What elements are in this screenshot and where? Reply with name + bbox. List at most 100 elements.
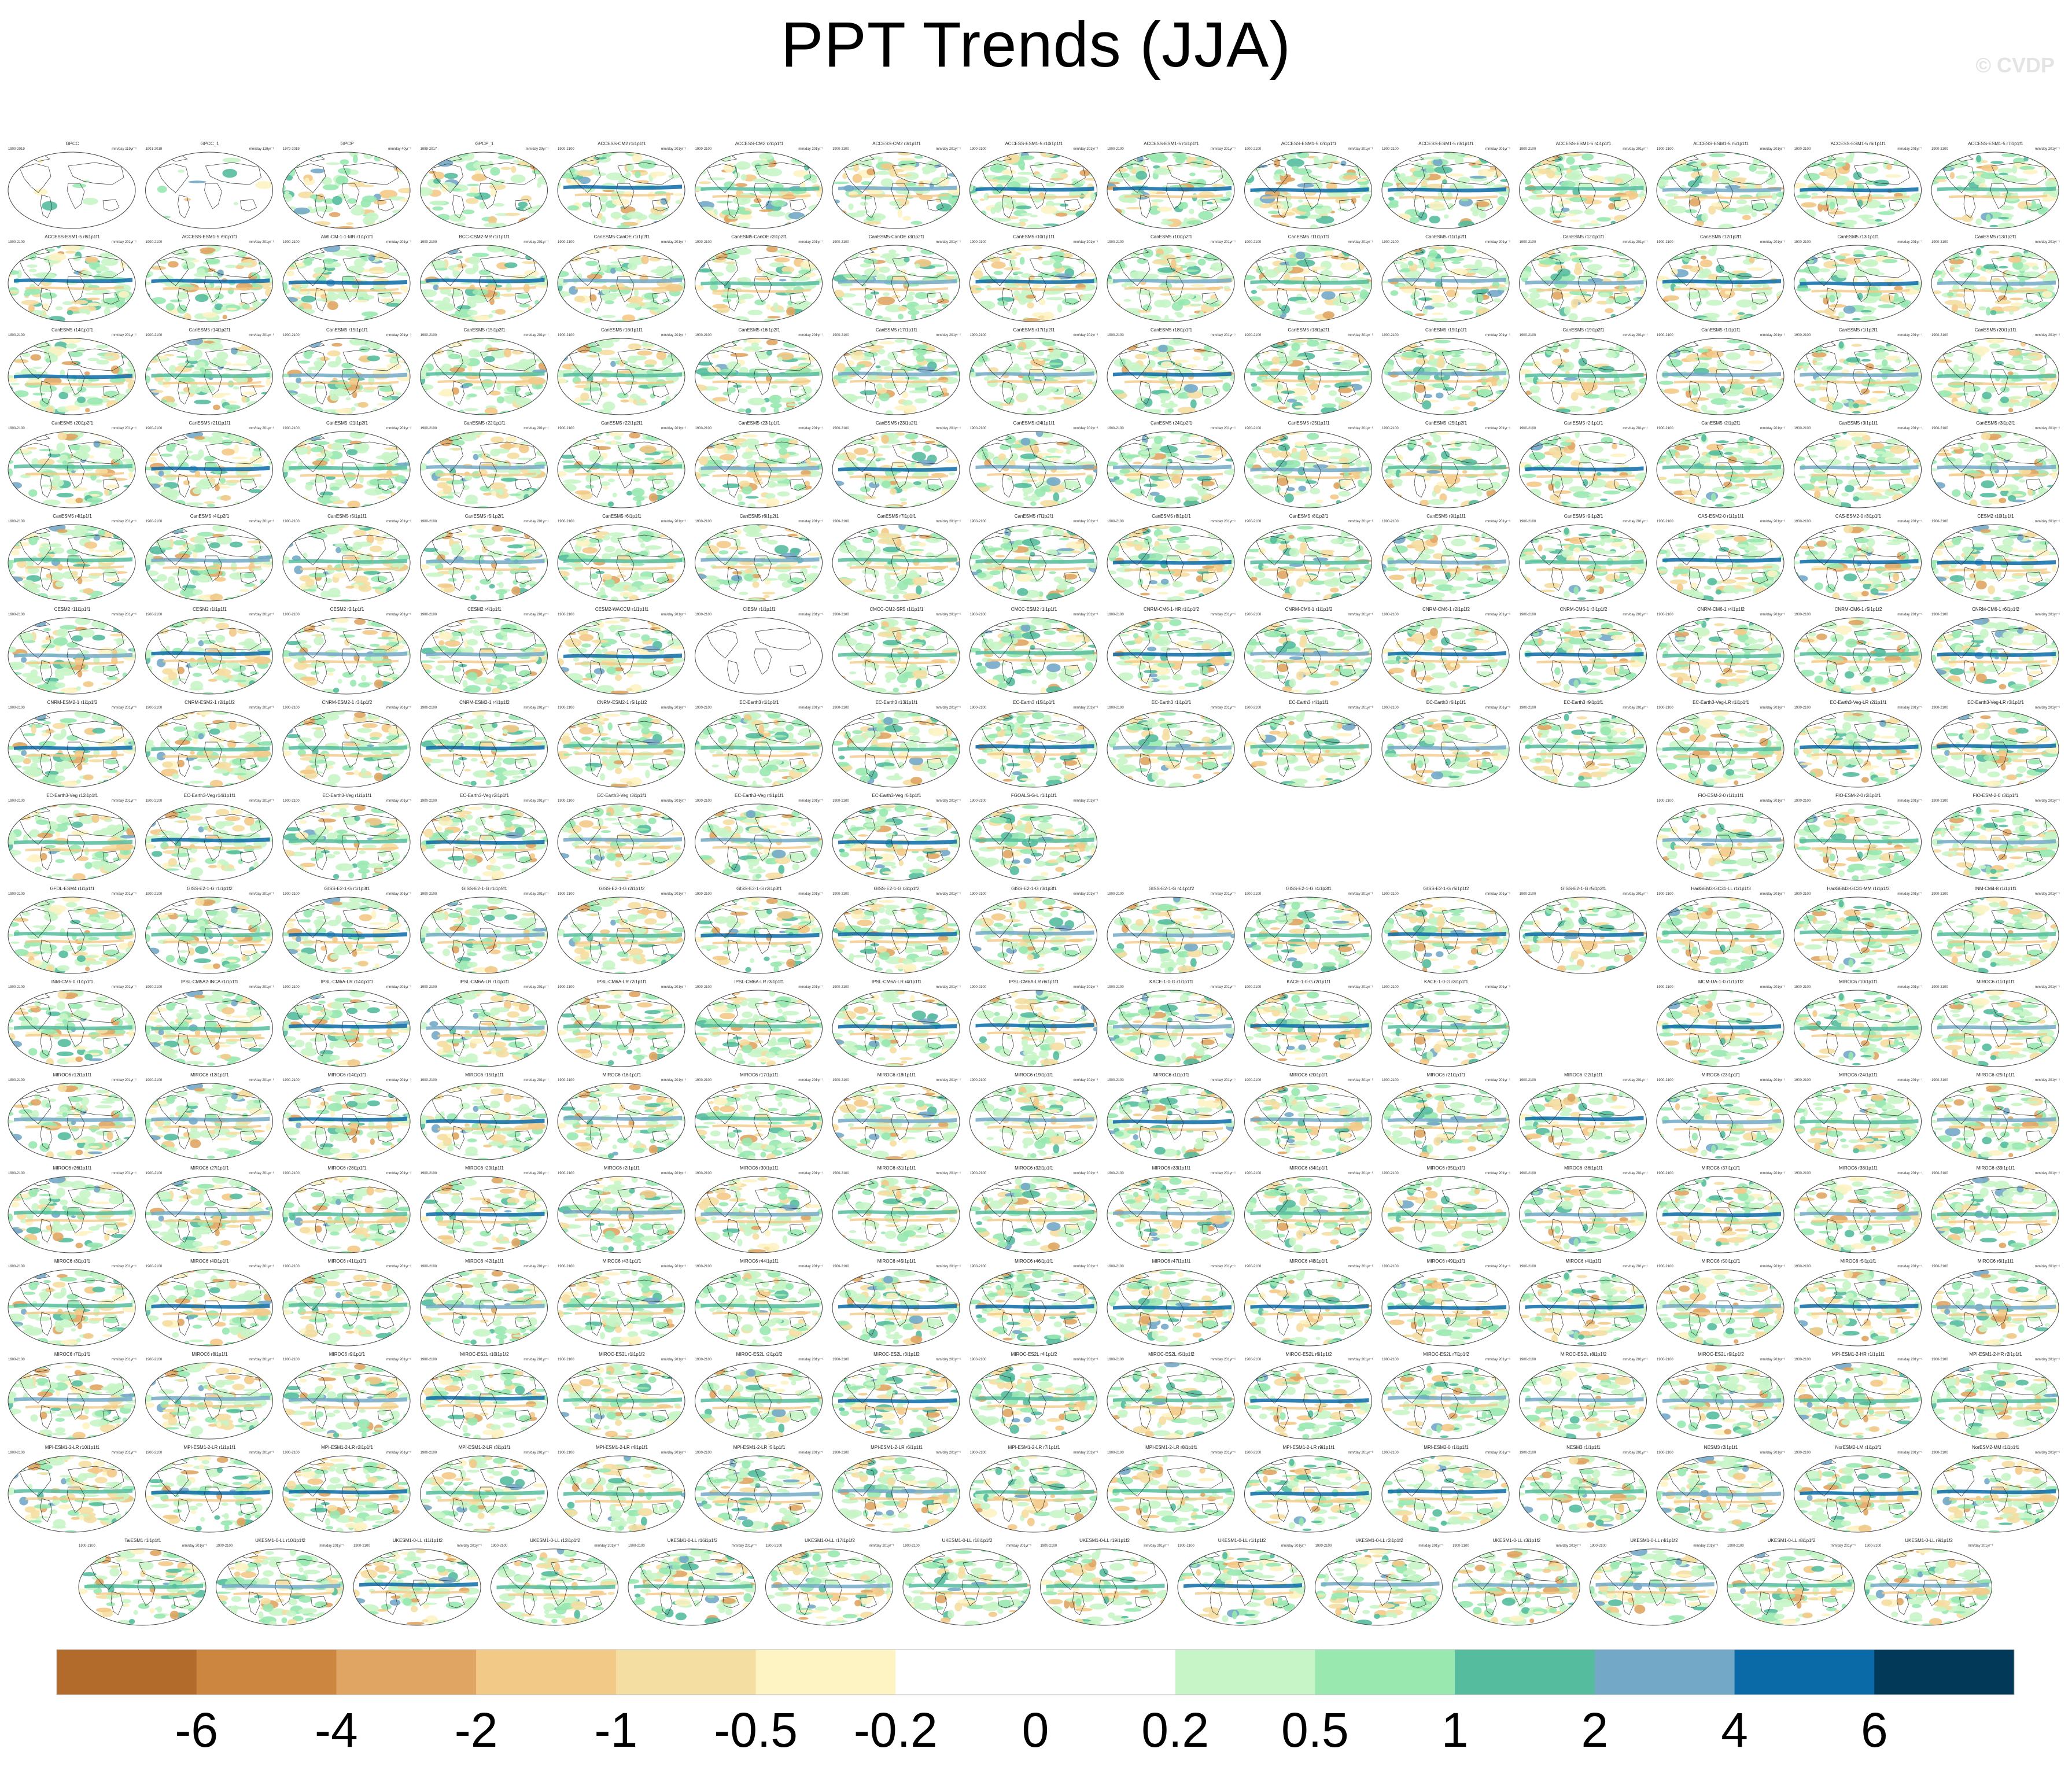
- panel-period: 1900-2100: [558, 427, 574, 430]
- panel-period: 1900-2100: [1657, 986, 1673, 989]
- trend-field: [558, 525, 685, 601]
- panel-title: GPCP: [341, 141, 354, 146]
- map-panel: MIROC6 r27i1p1f1 1900-2100 mm/day 201yr⁻¹: [145, 1165, 274, 1253]
- globe-outline: [145, 710, 273, 788]
- panel-units: mm/day 201yr⁻¹: [386, 241, 411, 244]
- panel-title: GISS-E2-1-G r4i1p3f1: [1286, 886, 1332, 891]
- map-panel: CanESM5 r1i1p2f1 1900-2100 mm/day 201yr⁻¹: [1794, 327, 1923, 415]
- panel-title: CanESM5 r21i1p2f1: [326, 420, 368, 426]
- map-panel: CanESM5 r23i1p1f1 1900-2100 mm/day 201yr⁻¹: [695, 420, 824, 508]
- panel-units: mm/day 201yr⁻¹: [1623, 706, 1647, 710]
- panel-period: 1900-2100: [695, 147, 712, 151]
- panel-title: FIO-ESM-2-0 r2i1p1f1: [1835, 793, 1881, 798]
- panel-period: 1900-2100: [1931, 613, 1948, 617]
- globe-outline: [1381, 710, 1510, 788]
- panel-title: MIROC-ES2L r4i1p1f2: [1011, 1352, 1057, 1357]
- panel-title: FIO-ESM-2-0 r3i1p1f1: [1973, 793, 2019, 798]
- globe-outline: [1931, 1269, 2059, 1347]
- trend-field: [832, 245, 960, 322]
- panel-title: MIROC6 r17i1p1f1: [740, 1072, 779, 1078]
- panel-title: CNRM-ESM2-1 r1i1p1f2: [47, 700, 98, 705]
- trend-field: [1794, 711, 1922, 787]
- panel-title: GFDL-ESM4 r1i1p1f1: [50, 886, 95, 891]
- panel-units: mm/day 201yr⁻¹: [2035, 1079, 2060, 1082]
- panel-period: 1900-2100: [832, 799, 849, 803]
- map-panel: MIROC6 r39i1p1f1 1900-2100 mm/day 201yr⁻¹: [1931, 1165, 2060, 1253]
- panel-period: 1900-2100: [1931, 706, 1948, 710]
- panel-title: MIROC6 r8i1p1f1: [191, 1352, 228, 1357]
- panel-period: 1900-2100: [970, 1265, 987, 1268]
- globe-outline: [282, 990, 411, 1067]
- globe-outline: [1107, 1455, 1235, 1533]
- globe-outline: [1244, 431, 1372, 508]
- panel-period: 1900-2100: [1245, 147, 1262, 151]
- map-panel: CanESM5 r11i1p1f1 1900-2100 mm/day 201yr⁻¹: [1244, 234, 1373, 322]
- panel-units: mm/day 201yr⁻¹: [1348, 1358, 1373, 1362]
- globe-outline: [1244, 1455, 1372, 1533]
- trend-field: [8, 711, 135, 787]
- panel-title: CESM2-WACCM r1i1p1f1: [595, 607, 649, 612]
- panel-units: mm/day 201yr⁻¹: [936, 147, 961, 151]
- panel-units: mm/day 201yr⁻¹: [1623, 1079, 1647, 1082]
- globe-outline: [557, 338, 685, 415]
- panel-units: mm/day 201yr⁻¹: [1073, 241, 1098, 244]
- globe-outline: [1931, 245, 2059, 322]
- trend-field: [695, 525, 823, 601]
- panel-title: CanESM5 r20i1p1f1: [1975, 327, 2017, 333]
- panel-title: CanESM5 r22i1p1f1: [463, 420, 506, 426]
- page-title: PPT Trends (JJA): [0, 8, 2072, 82]
- panel-title: UKESM1-0-LL r12i1p1f2: [530, 1538, 580, 1543]
- panel-period: 1900-2100: [558, 799, 574, 803]
- panel-period: 1900-2100: [8, 1172, 25, 1175]
- globe-outline: [1656, 1176, 1785, 1253]
- globe-outline: [1794, 1176, 1922, 1253]
- trend-field: [420, 618, 548, 694]
- map-panel: ACCESS-ESM1-5 r1i1p1f1 1900-2100 mm/day 20…: [1107, 141, 1236, 229]
- colorbar-tick-label: 2: [1581, 1703, 1609, 1757]
- panel-period: 1900-2100: [558, 334, 574, 337]
- trend-field: [832, 804, 960, 880]
- globe-outline: [1381, 897, 1510, 974]
- trend-field: [558, 990, 685, 1067]
- globe-outline: [695, 1455, 823, 1533]
- panel-units: mm/day 201yr⁻¹: [1485, 520, 1510, 523]
- map-panel: CanESM5 r5i1p1f1 1900-2100 mm/day 201yr⁻¹: [282, 514, 411, 602]
- panel-title: MIROC-ES2L r3i1p1f2: [873, 1352, 920, 1357]
- panel-title: INM-CM4-8 r1i1p1f1: [1975, 886, 2017, 891]
- map-panel: CanESM5 r15i1p1f1 1900-2100 mm/day 201yr⁻¹: [282, 327, 411, 415]
- panel-title: MPI-ESM1-2-LR r2i1p1f1: [321, 1445, 373, 1450]
- panel-period: 1900-2100: [1520, 241, 1536, 244]
- panel-units: mm/day 201yr⁻¹: [869, 1544, 894, 1548]
- panel-title: MIROC6 r19i1p1f1: [1015, 1072, 1053, 1078]
- map-panel: MIROC6 r48i1p1f1 1900-2100 mm/day 201yr⁻¹: [1244, 1259, 1373, 1347]
- panel-units: mm/day 39yr⁻¹: [526, 147, 549, 151]
- trend-field: [832, 897, 960, 973]
- map-panel: CNRM-ESM2-1 r4i1p1f2 1900-2100 mm/day 201y…: [420, 700, 549, 788]
- panel-period: 1900-2100: [832, 892, 849, 896]
- panel-title: CanESM5 r16i1p2f1: [738, 327, 780, 333]
- trend-field: [1657, 711, 1784, 787]
- colorbar-tick-label: 0.5: [1281, 1703, 1349, 1757]
- globe-outline: [695, 1269, 823, 1347]
- panel-period: 1900-2100: [1657, 799, 1673, 803]
- trend-field: [558, 618, 685, 694]
- globe-outline: [145, 1362, 273, 1440]
- panel-units: mm/day 201yr⁻¹: [112, 427, 137, 430]
- colorbar-tick-label: 0: [1022, 1703, 1049, 1757]
- map-panel: MIROC6 r40i1p1f1 1900-2100 mm/day 201yr⁻¹: [145, 1259, 274, 1347]
- panel-period: 1900-2100: [353, 1544, 370, 1548]
- globe-outline: [282, 1269, 411, 1347]
- panel-period: 1901-2019: [146, 147, 163, 151]
- panel-title: EC-Earth3 r6i1p1f1: [1426, 700, 1466, 705]
- panel-period: 1900-2100: [970, 1079, 987, 1082]
- panel-period: 1900-2100: [421, 1358, 437, 1362]
- panel-title: ACCESS-ESM1-5 r2i1p1f1: [1281, 141, 1337, 146]
- panel-title: MPI-ESM1-2-HR r1i1p1f1: [1832, 1352, 1885, 1357]
- panel-units: mm/day 201yr⁻¹: [523, 334, 548, 337]
- panel-units: mm/day 201yr⁻¹: [936, 986, 961, 989]
- trend-field: [1931, 431, 2059, 508]
- globe-outline: [1656, 245, 1785, 322]
- trend-field: [145, 1363, 273, 1439]
- panel-title: MIROC6 r42i1p1f1: [465, 1259, 504, 1264]
- panel-units: mm/day 201yr⁻¹: [1211, 1358, 1236, 1362]
